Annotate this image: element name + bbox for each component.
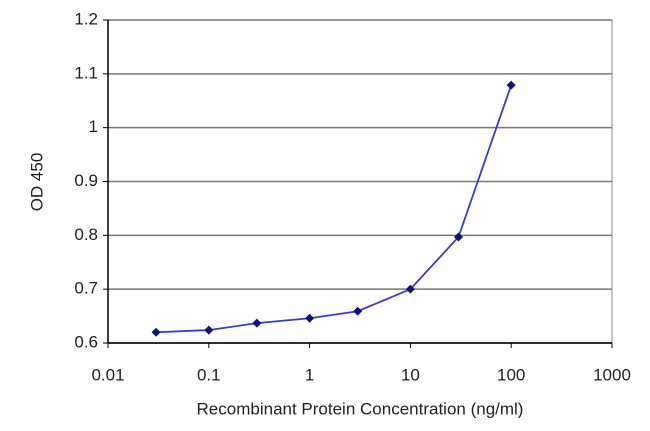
x-tick-label: 10 [401,365,420,384]
x-tick-label: 0.01 [91,365,124,384]
y-tick-label: 1 [89,117,98,136]
marker [453,232,463,242]
marker [204,325,214,335]
y-axis-title: OD 450 [27,153,46,212]
y-tick-label: 1.1 [74,63,98,82]
y-tick-label: 1.2 [74,9,98,28]
x-axis-title: Recombinant Protein Concentration (ng/ml… [197,399,524,418]
y-tick-label: 0.6 [74,332,98,351]
marker [506,80,516,90]
series-line [156,84,513,334]
marker [405,284,415,294]
marker [151,327,161,337]
x-tick-label: 100 [497,365,525,384]
y-tick-label: 0.8 [74,225,98,244]
marker [353,306,363,316]
y-tick-label: 0.7 [74,279,98,298]
y-tick-label: 0.9 [74,171,98,190]
marker [305,313,315,323]
x-tick-label: 1000 [593,365,631,384]
marker [252,318,262,328]
x-tick-label: 0.1 [197,365,221,384]
x-tick-label: 1 [305,365,314,384]
